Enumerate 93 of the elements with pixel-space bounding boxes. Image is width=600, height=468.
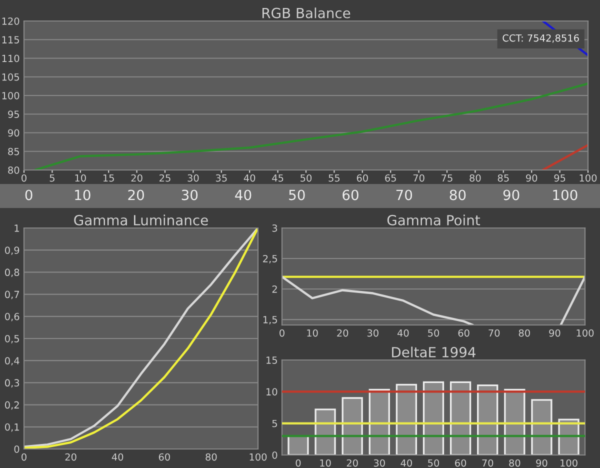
x2-tick-label: 0 bbox=[25, 190, 32, 200]
x-tick-label: 100 bbox=[250, 453, 267, 461]
x-tick-label: 80 bbox=[206, 453, 217, 461]
x-tick-label: 60 bbox=[455, 459, 466, 467]
x-tick-label: 100 bbox=[576, 329, 594, 337]
y-tick-label: 0,7 bbox=[5, 290, 20, 300]
x-tick-label: 80 bbox=[509, 459, 520, 467]
x-tick-label: 50 bbox=[428, 329, 440, 337]
x-tick-label: 0 bbox=[22, 174, 26, 182]
y-tick-label: 0,4 bbox=[5, 357, 20, 366]
y-tick-label: 15 bbox=[266, 356, 277, 364]
chart-title: RGB Balance bbox=[262, 8, 350, 18]
y-tick-label: 80 bbox=[8, 166, 20, 174]
x-tick-label: 20 bbox=[131, 174, 142, 182]
x-tick-label: 0 bbox=[280, 329, 284, 337]
x-tick-label: 0 bbox=[296, 459, 301, 467]
y-tick-label: 0,1 bbox=[5, 423, 19, 432]
x-tick-label: 10 bbox=[320, 459, 331, 467]
x-tick-label: 100 bbox=[560, 459, 578, 467]
y-tick-label: 0,3 bbox=[5, 379, 20, 388]
x-tick-label: 50 bbox=[428, 459, 440, 467]
line-series bbox=[34, 82, 588, 170]
y-tick-label: 0,9 bbox=[5, 246, 20, 255]
chart-title: Gamma Point bbox=[387, 214, 480, 226]
y-tick-label: 5 bbox=[272, 420, 277, 428]
annotation: CCT: 7542,8516 bbox=[502, 34, 579, 43]
x-tick-label: 20 bbox=[346, 459, 358, 467]
x-tick-label: 50 bbox=[300, 174, 312, 182]
y-tick-label: 110 bbox=[2, 54, 20, 62]
x-tick-label: 70 bbox=[482, 459, 494, 467]
x2-tick-label: 50 bbox=[289, 190, 305, 200]
x2-tick-label: 60 bbox=[342, 190, 358, 200]
x-tick-label: 25 bbox=[160, 174, 170, 182]
chart-title: Gamma Luminance bbox=[74, 214, 208, 226]
x-tick-label: 65 bbox=[385, 174, 396, 182]
x-tick-label: 0 bbox=[22, 453, 26, 461]
x-tick-label: 40 bbox=[112, 453, 124, 461]
x2-tick-label: 100 bbox=[553, 190, 578, 200]
x-tick-label: 35 bbox=[216, 174, 227, 182]
y-tick-label: 2,5 bbox=[263, 254, 277, 264]
x-tick-label: 70 bbox=[488, 329, 500, 337]
x-tick-label: 40 bbox=[397, 329, 409, 337]
x-tick-label: 60 bbox=[458, 329, 470, 337]
y-tick-label: 0 bbox=[14, 445, 20, 453]
y-tick-label: 95 bbox=[8, 110, 19, 118]
x-tick-label: 55 bbox=[328, 174, 340, 182]
x-tick-label: 30 bbox=[374, 459, 385, 467]
x-tick-label: 60 bbox=[356, 174, 368, 182]
x-tick-label: 75 bbox=[442, 174, 452, 182]
y-tick-label: 0,5 bbox=[5, 334, 19, 344]
y-tick-label: 0,6 bbox=[5, 312, 20, 322]
y-tick-label: 120 bbox=[2, 17, 20, 25]
x-tick-label: 40 bbox=[244, 174, 256, 182]
x2-tick-label: 10 bbox=[75, 190, 90, 200]
y-tick-label: 10 bbox=[266, 388, 278, 396]
x-tick-label: 20 bbox=[337, 329, 348, 337]
x-tick-label: 30 bbox=[188, 174, 199, 182]
y-tick-label: 1,5 bbox=[263, 316, 277, 324]
x-tick-label: 85 bbox=[498, 174, 509, 182]
x-tick-label: 20 bbox=[65, 453, 76, 461]
x-tick-label: 10 bbox=[75, 174, 86, 182]
y-tick-label: 0,8 bbox=[5, 268, 20, 278]
x-tick-label: 80 bbox=[470, 174, 481, 182]
x-tick-label: 95 bbox=[554, 174, 566, 182]
x-tick-label: 45 bbox=[272, 174, 284, 182]
y-tick-label: 100 bbox=[2, 92, 20, 100]
x-tick-label: 70 bbox=[413, 174, 424, 182]
x2-tick-label: 70 bbox=[396, 190, 412, 200]
y-tick-label: 115 bbox=[2, 36, 19, 44]
y-tick-label: 85 bbox=[8, 148, 19, 156]
x2-tick-label: 20 bbox=[128, 190, 144, 200]
y-tick-label: 3 bbox=[272, 224, 278, 232]
x-tick-label: 90 bbox=[526, 174, 538, 182]
x2-tick-label: 90 bbox=[503, 190, 520, 200]
x-tick-label: 40 bbox=[400, 459, 412, 467]
y-tick-label: 105 bbox=[2, 73, 19, 81]
x2-tick-label: 80 bbox=[450, 190, 466, 200]
x-tick-label: 30 bbox=[367, 329, 378, 337]
y-tick-label: 1 bbox=[14, 224, 19, 232]
x-tick-label: 80 bbox=[518, 329, 530, 337]
x-tick-label: 100 bbox=[580, 174, 597, 182]
x-tick-label: 90 bbox=[549, 329, 560, 337]
x2-tick-label: 40 bbox=[235, 190, 252, 200]
x-tick-label: 15 bbox=[103, 174, 114, 182]
y-tick-label: 0,2 bbox=[5, 401, 19, 410]
x-tick-label: 10 bbox=[307, 329, 318, 337]
x-tick-label: 60 bbox=[158, 453, 170, 461]
x2-tick-label: 30 bbox=[182, 190, 198, 200]
x-tick-label: 5 bbox=[50, 174, 54, 182]
chart-title: DeltaE 1994 bbox=[392, 346, 476, 358]
y-tick-label: 2 bbox=[272, 285, 277, 293]
x-tick-label: 90 bbox=[536, 459, 548, 467]
y-tick-label: 90 bbox=[8, 129, 20, 137]
